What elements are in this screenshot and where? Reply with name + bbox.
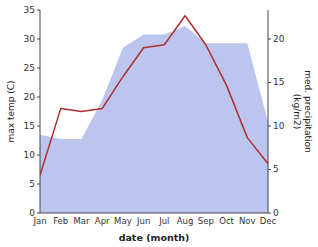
y-axis-label: max temp (C) (6, 80, 16, 142)
x-tick-label: Jun (136, 216, 150, 226)
y-tick (37, 155, 40, 156)
x-tick-label: Jan (32, 216, 46, 226)
x-tick-label: Oct (219, 216, 234, 226)
y2-tick (268, 38, 271, 39)
y-tick (37, 213, 40, 214)
y2-tick-label: 5 (273, 164, 279, 174)
y-tick-label: 15 (24, 121, 35, 131)
y-tick-label: 10 (24, 150, 36, 160)
y2-axis-label: med. precipitation(kg/m2) (292, 70, 313, 152)
y2-tick (268, 213, 271, 214)
y2-tick (268, 125, 271, 126)
x-tick-label: Feb (53, 216, 68, 226)
y-tick-label: 25 (24, 63, 35, 73)
y2-tick (268, 82, 271, 83)
y2-tick (268, 169, 271, 170)
y-tick-label: 30 (24, 34, 36, 44)
y2-tick-label: 10 (273, 121, 285, 131)
chart: 0510152025303505101520JanFebMarAprMayJun… (0, 0, 318, 247)
y-tick (37, 97, 40, 98)
y-tick (37, 39, 40, 40)
y-tick-label: 35 (24, 5, 35, 15)
y2-tick-label: 20 (273, 34, 285, 44)
x-tick-label: Apr (95, 216, 110, 226)
y-tick (37, 184, 40, 185)
precipitation-area (40, 26, 268, 213)
x-tick-label: May (114, 216, 132, 226)
y-tick-label: 5 (29, 179, 35, 189)
y-axis-line (40, 10, 41, 213)
x-tick-label: Dec (260, 216, 277, 226)
y2-tick-label: 15 (273, 77, 284, 87)
x-axis-label: date (month) (119, 232, 190, 243)
x-axis-line (40, 213, 268, 214)
y-tick (37, 10, 40, 11)
x-tick-label: Nov (239, 216, 256, 226)
x-tick-label: Mar (73, 216, 90, 226)
y-tick-label: 20 (24, 92, 36, 102)
y2-axis-label-line: med. precipitation (303, 70, 313, 152)
x-tick-label: Aug (177, 216, 194, 226)
x-tick-label: Jul (158, 216, 169, 226)
y2-axis-label-line: (kg/m2) (292, 94, 302, 129)
x-tick-label: Sep (198, 216, 214, 226)
plot-area (40, 16, 268, 213)
y-tick (37, 126, 40, 127)
y2-axis-line (268, 10, 269, 213)
temperature-line (40, 16, 268, 176)
y-tick (37, 68, 40, 69)
